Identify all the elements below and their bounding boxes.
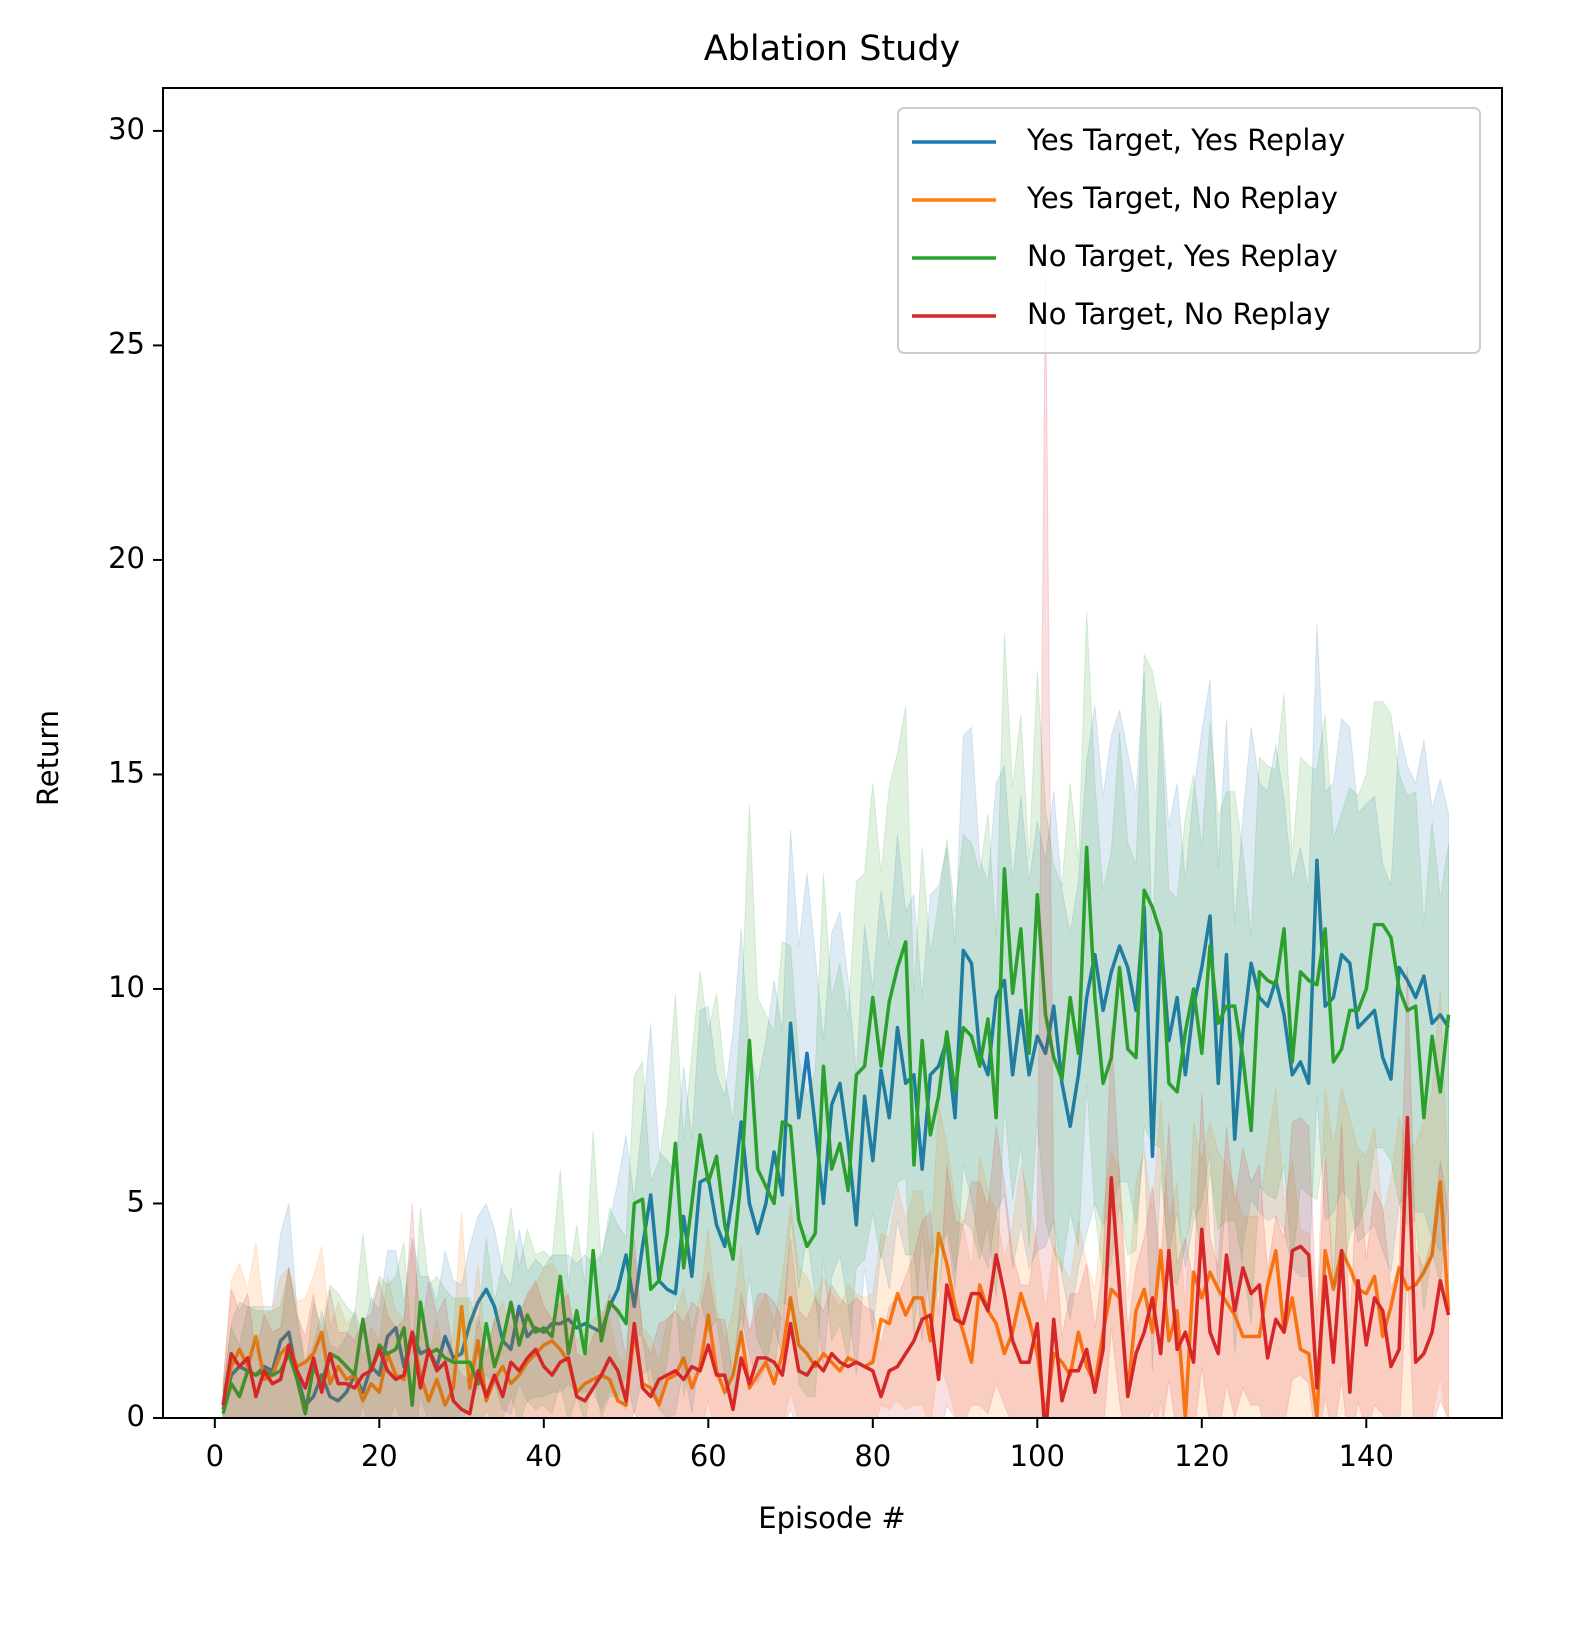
legend-label: Yes Target, No Replay <box>1026 181 1338 215</box>
chart-title: Ablation Study <box>704 29 961 69</box>
error-band <box>222 624 1450 1418</box>
x-tick-label: 140 <box>1339 1439 1394 1473</box>
y-tick-label: 15 <box>108 755 145 789</box>
x-tick-label: 120 <box>1174 1439 1229 1473</box>
x-tick-label: 0 <box>206 1439 224 1473</box>
x-tick-label: 80 <box>854 1439 891 1473</box>
series-line <box>221 845 1451 1416</box>
x-tick-label: 60 <box>690 1439 727 1473</box>
axes: 0 20 40 60 80 100 120 140 0 5 10 15 20 25 30 <box>108 112 1394 1473</box>
x-tick-label: 100 <box>1010 1439 1065 1473</box>
y-tick-label: 0 <box>127 1399 145 1433</box>
legend-label: No Target, Yes Replay <box>1027 239 1338 273</box>
error-band <box>222 611 1450 1418</box>
y-tick-label: 20 <box>108 541 145 575</box>
x-tick-label: 40 <box>525 1439 562 1473</box>
series-line <box>221 1115 1451 1418</box>
legend-box <box>897 107 1481 354</box>
x-axis-label: Episode # <box>758 1501 905 1535</box>
y-tick-label: 5 <box>127 1184 145 1218</box>
x-tick-label: 20 <box>361 1439 398 1473</box>
y-tick-label: 30 <box>108 112 145 146</box>
y-axis-label: Return <box>31 710 65 806</box>
y-tick-label: 25 <box>108 326 145 360</box>
axes-frame <box>162 87 1503 1419</box>
error-band <box>222 988 1450 1418</box>
plot-area <box>221 259 1451 1418</box>
legend-label: No Target, No Replay <box>1027 297 1331 331</box>
y-tick-label: 10 <box>108 970 145 1004</box>
legend: Yes Target, Yes Replay Yes Target, No Rep… <box>897 107 1481 354</box>
series-line <box>221 1180 1451 1418</box>
legend-label: Yes Target, Yes Replay <box>1026 123 1345 157</box>
